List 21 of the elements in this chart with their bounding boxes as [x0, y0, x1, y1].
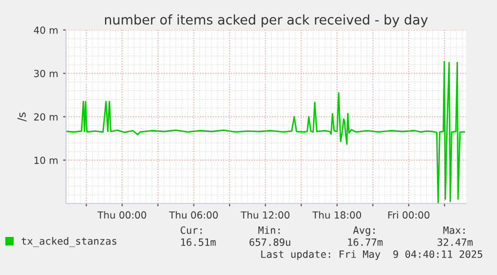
- chart-title: number of items acked per ack received - by day: [105, 14, 428, 28]
- x-tick-label: Thu 18:00: [312, 211, 362, 219]
- text: Last update: Fri May 9 04:40:11 2025: [261, 250, 482, 260]
- text: Max:: [443, 226, 465, 234]
- text: Avg:: [353, 226, 375, 236]
- x-tick-label: Fri 00:00: [388, 211, 430, 219]
- x-tick-label: Thu 12:00: [240, 211, 290, 219]
- text: 32.47m: [438, 238, 473, 246]
- legend-label: tx_acked_stanzas: [22, 237, 116, 247]
- y-tick-label: 40 m: [34, 26, 58, 34]
- x-tick-label: Thu 00:00: [97, 211, 146, 219]
- text: 16.51m: [181, 238, 216, 246]
- y-tick-label: 10 m: [34, 156, 58, 164]
- y-tick-label: 30 m: [34, 70, 58, 78]
- text: Min:: [258, 226, 280, 234]
- text: Cur:: [180, 226, 202, 234]
- x-tick-label: Thu 06:00: [169, 211, 218, 219]
- y-axis-title: /s: [17, 112, 27, 122]
- y-tick-label: 20 m: [34, 113, 58, 121]
- text: 657.89u: [250, 238, 290, 246]
- text: 16.77m: [348, 238, 383, 246]
